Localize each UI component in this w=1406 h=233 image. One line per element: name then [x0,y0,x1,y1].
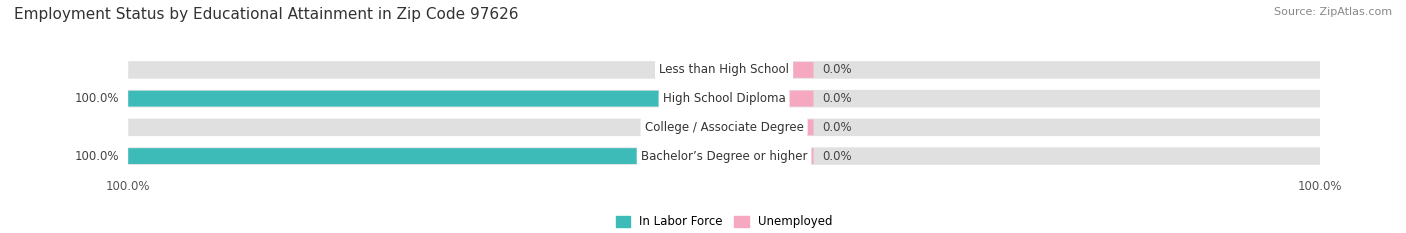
FancyBboxPatch shape [128,148,724,164]
FancyBboxPatch shape [128,90,1320,107]
Text: 0.0%: 0.0% [823,150,852,163]
Text: 0.0%: 0.0% [823,121,852,134]
Legend: In Labor Force, Unemployed: In Labor Force, Unemployed [610,211,838,233]
Text: 0.0%: 0.0% [655,63,685,76]
Text: Source: ZipAtlas.com: Source: ZipAtlas.com [1274,7,1392,17]
Text: College / Associate Degree: College / Associate Degree [645,121,803,134]
Text: Less than High School: Less than High School [659,63,789,76]
FancyBboxPatch shape [128,119,1320,136]
FancyBboxPatch shape [128,147,1320,165]
FancyBboxPatch shape [695,120,724,135]
FancyBboxPatch shape [724,91,814,106]
Text: 0.0%: 0.0% [823,63,852,76]
Text: High School Diploma: High School Diploma [662,92,786,105]
Text: 0.0%: 0.0% [655,121,685,134]
FancyBboxPatch shape [128,61,1320,79]
FancyBboxPatch shape [724,120,814,135]
Text: Employment Status by Educational Attainment in Zip Code 97626: Employment Status by Educational Attainm… [14,7,519,22]
FancyBboxPatch shape [724,148,814,164]
FancyBboxPatch shape [128,91,724,106]
Text: 100.0%: 100.0% [75,150,120,163]
Text: 100.0%: 100.0% [75,92,120,105]
FancyBboxPatch shape [724,62,814,78]
FancyBboxPatch shape [695,62,724,78]
Text: Bachelor’s Degree or higher: Bachelor’s Degree or higher [641,150,807,163]
Text: 0.0%: 0.0% [823,92,852,105]
